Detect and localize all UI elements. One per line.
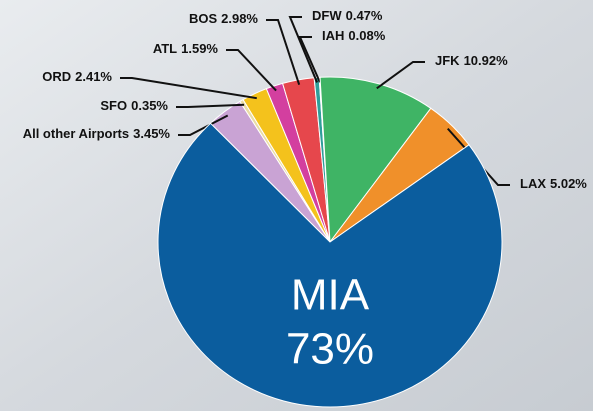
slice-name: IAH <box>322 28 344 43</box>
slice-value: 1.59% <box>181 41 218 56</box>
slice-value: 0.35% <box>131 98 168 113</box>
slice-label: SFO 0.35% <box>100 98 168 113</box>
slice-value: 73% <box>286 325 374 374</box>
slice-value: 3.45% <box>133 126 170 141</box>
slice-value: 2.41% <box>75 69 112 84</box>
slice-value: 10.92% <box>464 53 509 68</box>
slice-value: 2.98% <box>221 11 258 26</box>
slice-name: DFW <box>312 8 342 23</box>
slice-label: IAH 0.08% <box>322 28 386 43</box>
slice-label: JFK 10.92% <box>435 53 508 68</box>
chart: All other Airports 3.45% SFO 0.35% ORD 2.41% A… <box>0 0 593 411</box>
slice-name: SFO <box>100 98 127 113</box>
page: All other Airports 3.45% SFO 0.35% ORD 2.41% A… <box>0 0 593 411</box>
slice-name: JFK <box>435 53 460 68</box>
slice-value: 0.08% <box>348 28 385 43</box>
slice-name: BOS <box>189 11 218 26</box>
slice-label: LAX 5.02% <box>520 176 587 191</box>
slice-name: LAX <box>520 176 546 191</box>
slice-label: ORD 2.41% <box>42 69 112 84</box>
slice-label: DFW 0.47% <box>312 8 383 23</box>
slice-label: All other Airports 3.45% <box>23 126 171 141</box>
slice-value: 5.02% <box>550 176 587 191</box>
slice-name: ATL <box>153 41 177 56</box>
slice-name: All other Airports <box>23 126 129 141</box>
slice-value: 0.47% <box>346 8 383 23</box>
slice-name: ORD <box>42 69 71 84</box>
slice-name: MIA <box>291 271 370 320</box>
slice-label: ATL 1.59% <box>153 41 219 56</box>
